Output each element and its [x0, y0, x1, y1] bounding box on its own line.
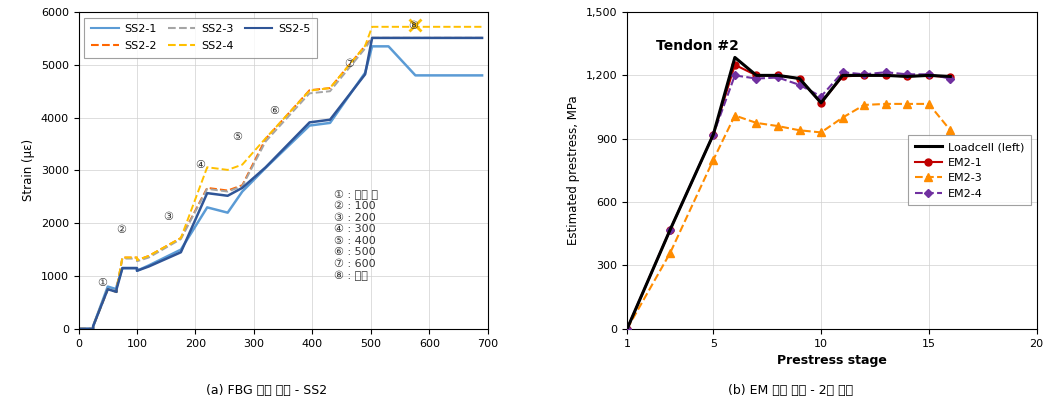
EM2-4	[944, 76, 957, 81]
EM2-4	[750, 76, 762, 81]
EM2-3	[922, 101, 935, 106]
Line: EM2-1: EM2-1	[624, 61, 954, 332]
Line: Loadcell (left): Loadcell (left)	[627, 57, 951, 329]
EM2-1	[922, 73, 935, 78]
Loadcell (left)	[922, 73, 935, 78]
EM2-3	[707, 158, 719, 162]
Legend: Loadcell (left), EM2-1, EM2-3, EM2-4: Loadcell (left), EM2-1, EM2-3, EM2-4	[908, 136, 1031, 205]
EM2-4	[901, 72, 914, 77]
Text: ⑦: ⑦	[343, 59, 354, 69]
Text: Tendon #2: Tendon #2	[655, 39, 739, 53]
X-axis label: Prestress stage: Prestress stage	[777, 354, 887, 367]
EM2-3	[815, 130, 827, 135]
Text: ②: ②	[116, 225, 127, 235]
EM2-4	[837, 70, 849, 75]
EM2-4	[815, 94, 827, 99]
EM2-1	[772, 73, 784, 78]
EM2-3	[857, 103, 870, 107]
Loadcell (left)	[772, 73, 784, 78]
EM2-1	[837, 74, 849, 79]
EM2-4	[772, 75, 784, 80]
Loadcell (left)	[664, 227, 676, 232]
EM2-1	[857, 73, 870, 78]
Text: (b) EM 계측 결과 - 2번 텐던: (b) EM 계측 결과 - 2번 텐던	[728, 384, 853, 397]
EM2-3	[794, 128, 806, 133]
Loadcell (left)	[815, 100, 827, 105]
EM2-1	[707, 132, 719, 137]
Loadcell (left)	[857, 73, 870, 78]
Line: EM2-3: EM2-3	[623, 100, 955, 333]
Loadcell (left)	[750, 73, 762, 78]
Loadcell (left)	[944, 74, 957, 79]
EM2-3	[879, 101, 892, 106]
Line: EM2-4: EM2-4	[624, 69, 953, 332]
EM2-1	[664, 227, 676, 232]
EM2-3	[837, 115, 849, 120]
Text: ③: ③	[163, 212, 173, 222]
EM2-3	[729, 113, 741, 118]
Loadcell (left)	[707, 132, 719, 137]
Loadcell (left)	[901, 74, 914, 79]
EM2-3	[750, 121, 762, 126]
EM2-3	[772, 124, 784, 128]
EM2-4	[794, 83, 806, 87]
EM2-1	[879, 73, 892, 78]
EM2-4	[879, 70, 892, 75]
EM2-1	[729, 63, 741, 67]
Text: (a) FBG 계측 결과 - SS2: (a) FBG 계측 결과 - SS2	[206, 384, 328, 397]
EM2-1	[794, 76, 806, 81]
Text: ⑧: ⑧	[408, 21, 418, 31]
EM2-3	[901, 101, 914, 106]
EM2-1	[944, 75, 957, 80]
Y-axis label: Strain (με): Strain (με)	[22, 140, 36, 201]
EM2-4	[857, 72, 870, 77]
Text: ⑤: ⑤	[232, 132, 243, 142]
Y-axis label: Estimated prestress, MPa: Estimated prestress, MPa	[567, 95, 580, 245]
EM2-4	[729, 73, 741, 78]
Loadcell (left)	[837, 73, 849, 78]
EM2-3	[664, 250, 676, 255]
EM2-4	[707, 132, 719, 137]
Text: ① : 거치 후
② : 100
③ : 200
④ : 300
⑤ : 400
⑥ : 500
⑦ : 600
⑧ : 정착: ① : 거치 후 ② : 100 ③ : 200 ④ : 300 ⑤ : 400…	[334, 189, 378, 281]
Loadcell (left)	[621, 326, 633, 331]
Text: ①: ①	[97, 278, 107, 288]
Loadcell (left)	[879, 73, 892, 78]
EM2-4	[664, 227, 676, 232]
Loadcell (left)	[794, 76, 806, 81]
EM2-4	[922, 72, 935, 77]
Text: ④: ④	[195, 160, 205, 170]
EM2-3	[944, 128, 957, 133]
EM2-1	[621, 326, 633, 331]
EM2-4	[621, 326, 633, 331]
EM2-1	[901, 74, 914, 79]
EM2-1	[750, 73, 762, 78]
EM2-3	[621, 326, 633, 331]
Loadcell (left)	[729, 55, 741, 60]
EM2-1	[815, 100, 827, 105]
Legend: SS2-1, SS2-2, SS2-3, SS2-4, SS2-5: SS2-1, SS2-2, SS2-3, SS2-4, SS2-5	[84, 18, 317, 58]
Text: ⑥: ⑥	[269, 106, 280, 116]
